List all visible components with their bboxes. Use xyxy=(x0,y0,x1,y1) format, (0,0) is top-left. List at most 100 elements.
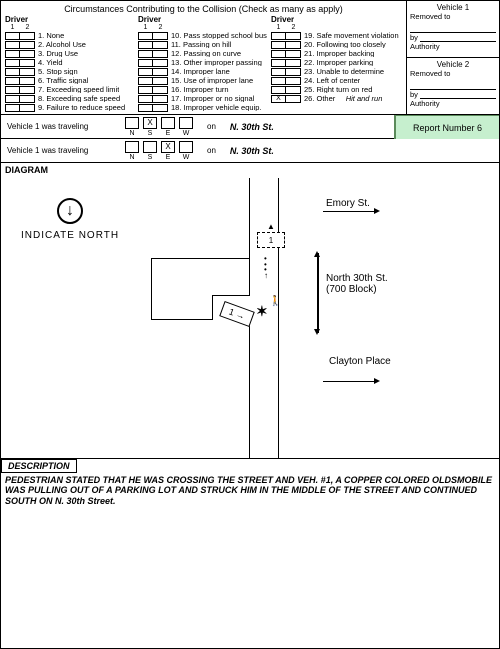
circ-checkbox-d2[interactable] xyxy=(20,86,35,94)
circ-checkbox-d1[interactable] xyxy=(271,59,286,67)
circ-checkbox-d2[interactable] xyxy=(20,95,35,103)
circ-checkbox-d2[interactable] xyxy=(20,77,35,85)
circ-label: 24. Left of center xyxy=(304,77,360,85)
circ-checkbox-d2[interactable] xyxy=(153,41,168,49)
direction-group-1: NXSEW xyxy=(125,117,193,137)
circ-label: 20. Following too closely xyxy=(304,41,386,49)
circ-checkbox-d2[interactable] xyxy=(20,104,35,112)
vehicle-1-path-marker: 1 xyxy=(257,232,285,248)
circ-checkbox-d1[interactable] xyxy=(271,50,286,58)
vehicle-info-boxes: Vehicle 1 Removed to by Authority Vehicl… xyxy=(407,1,499,114)
circumstances-columns: Driver 12 1. None2. Alcohol Use3. Drug U… xyxy=(5,16,402,112)
circ-item: 6. Traffic signal xyxy=(5,76,136,85)
circ-checkbox-d1[interactable] xyxy=(138,95,153,103)
circ-checkbox-d2[interactable] xyxy=(286,86,301,94)
circ-checkbox-d2[interactable] xyxy=(286,95,301,103)
circ-checkbox-d1[interactable] xyxy=(271,41,286,49)
direction-checkbox[interactable] xyxy=(179,117,193,129)
circ-checkbox-d1[interactable] xyxy=(138,59,153,67)
circ-checkbox-d2[interactable] xyxy=(286,50,301,58)
circ-item: 14. Improper lane xyxy=(138,67,269,76)
direction-checkbox[interactable]: X xyxy=(143,117,157,129)
circ-col-3: Driver 12 19. Safe movement violation20.… xyxy=(271,16,402,112)
circ-checkbox-d2[interactable] xyxy=(20,59,35,67)
circ-item: 20. Following too closely xyxy=(271,40,402,49)
circ-item: 15. Use of improper lane xyxy=(138,76,269,85)
circ-label: 22. Improper parking xyxy=(304,59,373,67)
circ-checkbox-d1[interactable] xyxy=(5,41,20,49)
vehicle-1-box: Vehicle 1 Removed to by Authority xyxy=(407,1,499,58)
direction-checkbox[interactable] xyxy=(125,117,139,129)
circ-checkbox-d1[interactable] xyxy=(271,86,286,94)
direction-checkbox[interactable]: X xyxy=(161,141,175,153)
circ-checkbox-d1[interactable] xyxy=(138,86,153,94)
circ-checkbox-d1[interactable] xyxy=(5,77,20,85)
circ-checkbox-d1[interactable] xyxy=(138,50,153,58)
circ-checkbox-d1[interactable] xyxy=(138,68,153,76)
circ-checkbox-d1[interactable] xyxy=(271,77,286,85)
circ-label: 10. Pass stopped school bus xyxy=(171,32,267,40)
circ-checkbox-d2[interactable] xyxy=(153,50,168,58)
circ-checkbox-d2[interactable] xyxy=(153,95,168,103)
circ-checkbox-d1[interactable] xyxy=(138,41,153,49)
direction-checkbox[interactable] xyxy=(125,141,139,153)
circ-checkbox-d1[interactable] xyxy=(5,50,20,58)
circ-checkbox-d1[interactable] xyxy=(5,68,20,76)
clayton-label: Clayton Place xyxy=(329,356,391,367)
circ-item: 13. Other improper passing xyxy=(138,58,269,67)
direction-letter: E xyxy=(166,130,171,137)
circ-label: 13. Other improper passing xyxy=(171,59,262,67)
path-dots: •••↑ xyxy=(264,256,268,278)
circ-checkbox-d1[interactable] xyxy=(5,59,20,67)
circ-item: 21. Improper backing xyxy=(271,49,402,58)
circ-checkbox-d1[interactable]: X xyxy=(271,95,286,103)
circ-checkbox-d2[interactable] xyxy=(153,32,168,40)
description-section: DESCRIPTION PEDESTRIAN STATED THAT HE WA… xyxy=(1,459,499,508)
circ-checkbox-d2[interactable] xyxy=(286,59,301,67)
circ-item: 11. Passing on hill xyxy=(138,40,269,49)
circ-checkbox-d1[interactable] xyxy=(138,32,153,40)
circ-checkbox-d2[interactable] xyxy=(153,59,168,67)
circ-checkbox-d1[interactable] xyxy=(138,77,153,85)
circ-label: 2. Alcohol Use xyxy=(38,41,86,49)
direction-option: E xyxy=(161,117,175,137)
direction-option: N xyxy=(125,117,139,137)
emory-arrow xyxy=(323,211,378,212)
circ-item: 17. Improper or no signal xyxy=(138,94,269,103)
circ-checkbox-d2[interactable] xyxy=(286,41,301,49)
pedestrian-icon: ✶ xyxy=(256,303,268,320)
circumstances-box: Circumstances Contributing to the Collis… xyxy=(1,1,407,114)
circ-checkbox-d2[interactable] xyxy=(286,77,301,85)
circ-checkbox-d2[interactable] xyxy=(20,68,35,76)
diagram-canvas: ↓ INDICATE NORTH 1 → 1 •••↑ ✶ 🚶 Emory St… xyxy=(1,178,499,458)
circ-checkbox-d2[interactable] xyxy=(153,68,168,76)
circ-item: 22. Improper parking xyxy=(271,58,402,67)
circ-checkbox-d1[interactable] xyxy=(5,104,20,112)
circ-checkbox-d2[interactable] xyxy=(20,41,35,49)
circ-label: 14. Improper lane xyxy=(171,68,230,76)
circ-checkbox-d2[interactable] xyxy=(153,77,168,85)
circ-checkbox-d2[interactable] xyxy=(153,104,168,112)
circ-checkbox-d1[interactable] xyxy=(5,95,20,103)
vehicle-2-box: Vehicle 2 Removed to by Authority xyxy=(407,58,499,114)
circ-checkbox-d1[interactable] xyxy=(138,104,153,112)
emory-label: Emory St. xyxy=(326,198,370,209)
circ-checkbox-d2[interactable] xyxy=(20,32,35,40)
circ-checkbox-d2[interactable] xyxy=(286,32,301,40)
circ-checkbox-d1[interactable] xyxy=(271,32,286,40)
circ-checkbox-d2[interactable] xyxy=(20,50,35,58)
circ-label: 17. Improper or no signal xyxy=(171,95,254,103)
circ-item: 7. Exceeding speed limit xyxy=(5,85,136,94)
circ-checkbox-d1[interactable] xyxy=(271,68,286,76)
circ-checkbox-d1[interactable] xyxy=(5,86,20,94)
circ-checkbox-d2[interactable] xyxy=(286,68,301,76)
circ-checkbox-d2[interactable] xyxy=(153,86,168,94)
circ-checkbox-d1[interactable] xyxy=(5,32,20,40)
direction-checkbox[interactable] xyxy=(179,141,193,153)
circ-label: 16. Improper turn xyxy=(171,86,229,94)
direction-checkbox[interactable] xyxy=(161,117,175,129)
circ-label: 7. Exceeding speed limit xyxy=(38,86,119,94)
north-indicator: ↓ INDICATE NORTH xyxy=(21,198,119,241)
circ-label: 5. Stop sign xyxy=(38,68,78,76)
direction-checkbox[interactable] xyxy=(143,141,157,153)
